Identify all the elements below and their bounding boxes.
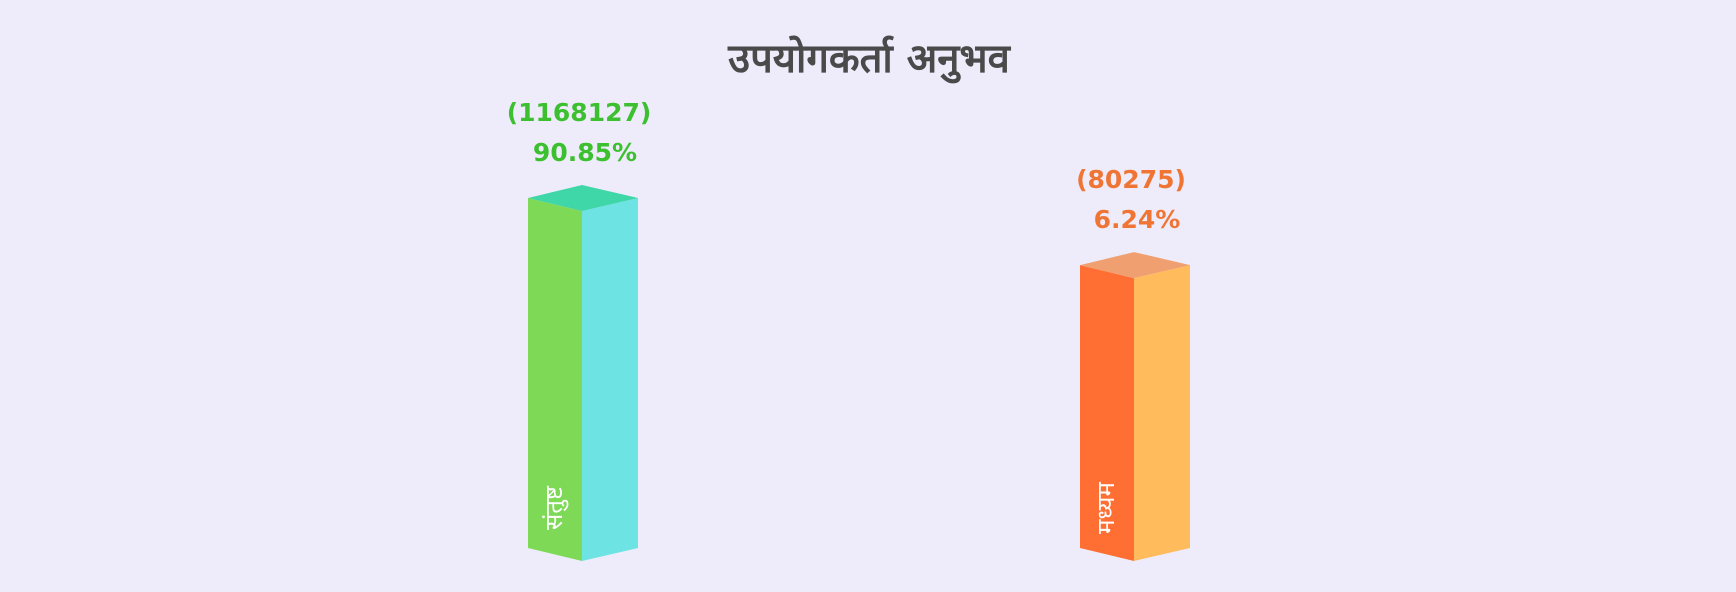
bar-top xyxy=(528,185,638,211)
bar-front xyxy=(528,198,582,561)
category-label: मध्यम xyxy=(1092,482,1120,534)
category-label: संतुष्ट xyxy=(540,485,569,530)
bar-front xyxy=(1080,265,1134,561)
percentage-label: 90.85% xyxy=(533,138,637,167)
percentage-label: 6.24% xyxy=(1094,205,1181,234)
chart-title: उपयोगकर्ता अनुभव xyxy=(727,35,1011,84)
bar-side xyxy=(582,198,638,561)
bar-top xyxy=(1080,252,1190,279)
bar-side xyxy=(1134,265,1190,561)
value-label: (80275) xyxy=(1076,165,1186,194)
value-label: (1168127) xyxy=(507,98,652,127)
